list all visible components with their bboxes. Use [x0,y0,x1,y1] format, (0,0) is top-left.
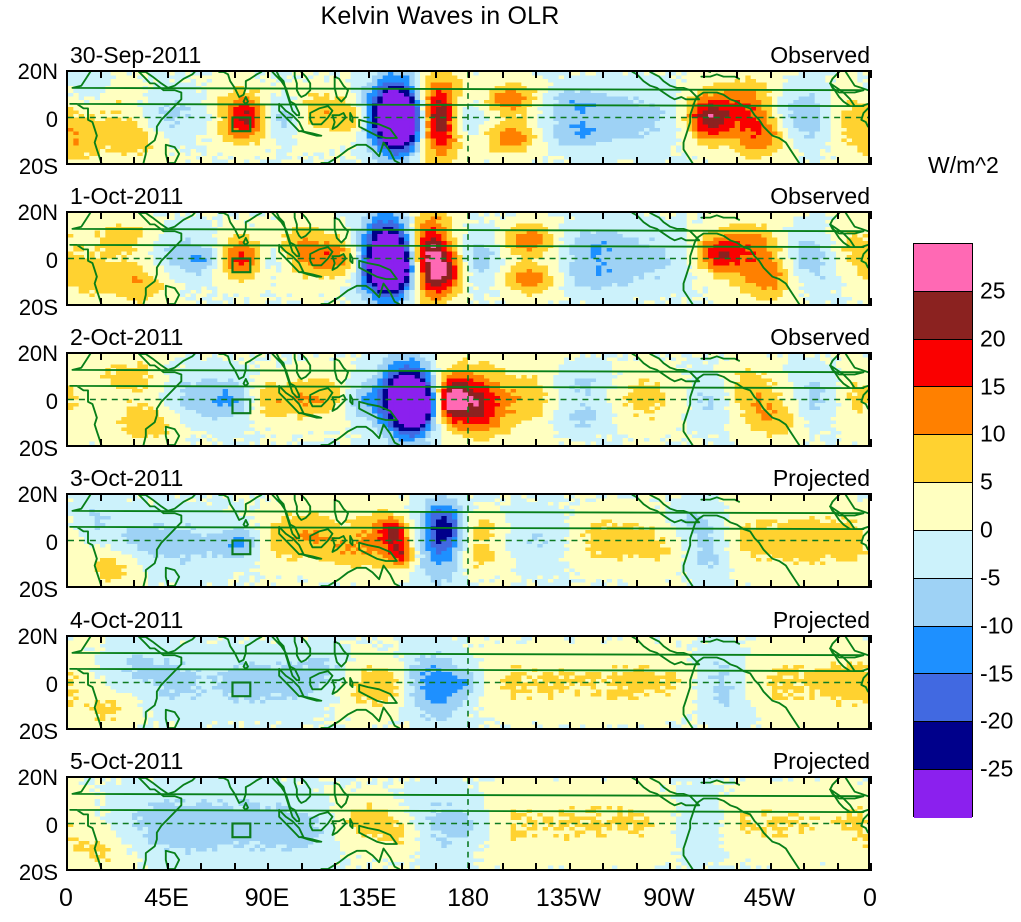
x-axis-tick-label: 180 [447,884,489,913]
y-axis-tick-label: 0 [0,107,58,133]
colorbar[interactable] [913,243,973,818]
coastline-overlay [68,213,868,304]
axis-tick-marks [66,635,872,643]
coastline-overlay [68,637,868,728]
y-axis-tick-label: 20N [0,624,58,650]
x-axis-tick-label: 135E [338,884,396,913]
coastline-overlay [68,72,868,163]
page-title: Kelvin Waves in OLR [0,2,880,31]
panel-date-label: 3-Oct-2011 [70,465,183,492]
colorbar-band [914,483,972,531]
colorbar-band [914,244,972,292]
y-axis-tick-label: 20N [0,59,58,85]
axis-tick-marks [66,352,872,360]
panel-status-label: Observed [66,42,870,69]
y-axis-tick-label: 20S [0,295,58,321]
x-axis-tick-label: 0 [59,884,73,913]
colorbar-band [914,578,972,627]
axis-tick-marks [66,157,872,165]
x-axis-tick-label: 45W [744,884,795,913]
y-axis-tick-label: 20S [0,154,58,180]
y-axis-tick-label: 20N [0,200,58,226]
colorbar-tick-label: 10 [980,421,1006,448]
x-axis-tick-label: 0 [863,884,877,913]
colorbar-band [914,722,972,771]
map-panel[interactable] [66,211,870,306]
y-axis-tick-label: 0 [0,530,58,556]
map-panel[interactable] [66,70,870,165]
colorbar-tick-label: -10 [980,612,1013,639]
panel-date-label: 1-Oct-2011 [70,183,183,210]
colorbar-tick-label: -25 [980,756,1013,783]
colorbar-tick-label: 15 [980,373,1006,400]
y-axis-tick-label: 0 [0,389,58,415]
map-panel[interactable] [66,493,870,588]
x-axis-tick-labels: 0 45E 90E 135E 180 135W 90W 45W 0 [0,884,1021,918]
colorbar-tick-label: -5 [980,564,1000,591]
y-axis-tick-label: 20N [0,341,58,367]
panel-status-label: Projected [66,607,870,634]
panel-status-label: Observed [66,183,870,210]
coastline-overlay [68,354,868,445]
x-axis-tick-label: 135W [536,884,601,913]
panel-status-label: Projected [66,465,870,492]
map-panel[interactable] [66,635,870,730]
x-axis-tick-label: 90W [643,884,694,913]
panel-status-label: Projected [66,748,870,775]
y-axis-tick-label: 0 [0,813,58,839]
y-axis-tick-label: 20S [0,436,58,462]
colorbar-tick-label: 5 [980,469,993,496]
map-panel[interactable] [66,352,870,447]
colorbar-unit-label: W/m^2 [928,152,999,179]
y-axis-tick-label: 20S [0,577,58,603]
axis-tick-marks [66,776,872,784]
colorbar-band [914,291,972,340]
colorbar-tick-labels: 25 20 15 10 5 0 -5 -10 -15 -20 -25 [980,243,1021,817]
colorbar-tick-label: -20 [980,708,1013,735]
olr-anomaly-field [68,213,868,304]
map-panel[interactable] [66,776,870,871]
axis-tick-marks [66,211,872,219]
panel-date-label: 4-Oct-2011 [70,607,183,634]
colorbar-band [914,770,972,818]
y-axis-tick-label: 20N [0,765,58,791]
y-axis-tick-label: 0 [0,248,58,274]
colorbar-tick-label: 0 [980,517,993,544]
panel-date-label: 5-Oct-2011 [70,748,183,775]
axis-tick-marks [66,722,872,730]
colorbar-band [914,530,972,579]
y-axis-tick-label: 0 [0,672,58,698]
panel-date-label: 30-Sep-2011 [70,42,201,69]
y-axis-tick-label: 20S [0,860,58,886]
axis-tick-marks [66,70,872,78]
colorbar-band [914,339,972,388]
axis-tick-marks [66,439,872,447]
axis-tick-marks [66,298,872,306]
colorbar-band [914,387,972,436]
colorbar-tick-label: 20 [980,325,1006,352]
colorbar-tick-label: 25 [980,277,1006,304]
axis-tick-marks [66,580,872,588]
axis-tick-marks [66,863,872,871]
x-axis-tick-label: 45E [144,884,188,913]
colorbar-band [914,435,972,484]
y-axis-tick-label: 20S [0,719,58,745]
panel-status-label: Observed [66,324,870,351]
coastline-overlay [68,495,868,586]
colorbar-tick-label: -15 [980,660,1013,687]
colorbar-band [914,674,972,723]
olr-anomaly-field [68,354,868,445]
axis-tick-marks [66,493,872,501]
y-axis-tick-label: 20N [0,482,58,508]
x-axis-tick-label: 90E [245,884,289,913]
panel-date-label: 2-Oct-2011 [70,324,183,351]
coastline-overlay [68,778,868,869]
colorbar-band [914,626,972,675]
olr-anomaly-field [68,72,868,163]
